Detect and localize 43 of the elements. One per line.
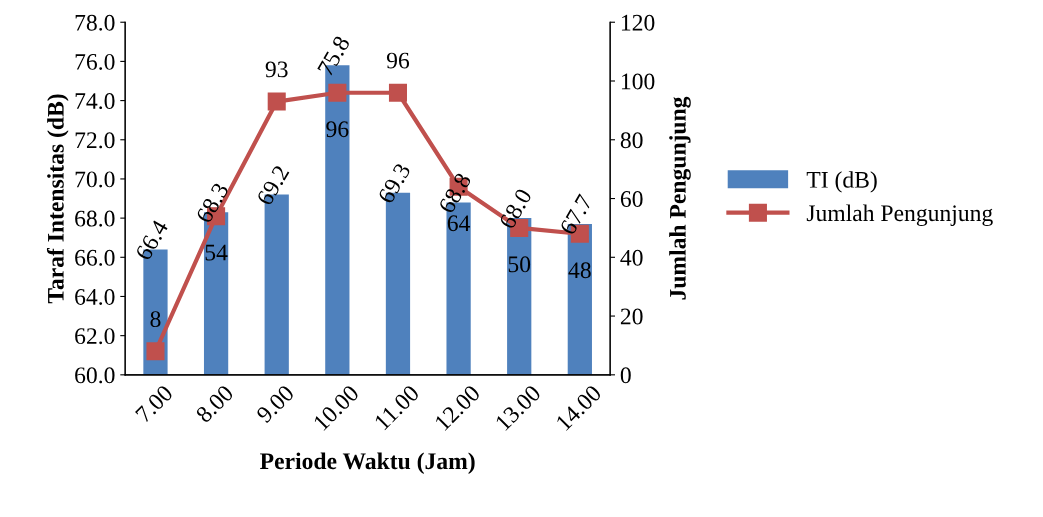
y-tick-label: 78.0 bbox=[75, 14, 115, 31]
y2-tick-label: 60 bbox=[620, 191, 643, 207]
y-tick-label: 62.0 bbox=[75, 328, 115, 345]
y-axis-title: Taraf Intensitas (dB) bbox=[46, 94, 69, 304]
y-tick-label: 76.0 bbox=[75, 53, 115, 70]
point bbox=[328, 83, 347, 102]
y-tick-label: 64.0 bbox=[75, 288, 115, 305]
data-label: 68.0 bbox=[498, 187, 533, 230]
data-label: 69.2 bbox=[256, 164, 290, 207]
point bbox=[388, 83, 407, 102]
y-tick-label: 72.0 bbox=[75, 132, 115, 149]
x-tick-label: 7.00 bbox=[134, 384, 174, 424]
data-label: 48 bbox=[568, 262, 591, 279]
y2-tick-label: 40 bbox=[620, 249, 643, 266]
x-tick-label: 9.00 bbox=[255, 384, 295, 424]
y-tick-label: 60.0 bbox=[75, 367, 115, 384]
y-tick-label: 66.0 bbox=[75, 249, 115, 266]
y2-tick-label: 20 bbox=[620, 308, 643, 325]
y2-tick-label: 100 bbox=[621, 73, 655, 90]
point bbox=[146, 342, 165, 361]
data-label: 69.3 bbox=[377, 162, 412, 205]
data-label: 96 bbox=[326, 121, 349, 138]
data-label: 66.4 bbox=[135, 218, 169, 262]
legend-label: Jumlah Pengunjung bbox=[806, 204, 993, 227]
data-label: 64 bbox=[447, 215, 471, 232]
y-tick-label: 74.0 bbox=[75, 93, 115, 110]
y-tick-label: 70.0 bbox=[75, 171, 115, 188]
data-label: 50 bbox=[508, 256, 531, 273]
y2-axis-title: Jumlah Pengunjung bbox=[669, 96, 691, 300]
y2-tick-label: 0 bbox=[620, 367, 631, 384]
x-axis-title: Periode Waktu (Jam) bbox=[260, 452, 475, 474]
y-tick-label: 68.0 bbox=[75, 210, 115, 227]
legend-label: TI (dB) bbox=[806, 171, 877, 193]
data-label: 68.3 bbox=[195, 181, 230, 224]
point bbox=[267, 92, 286, 111]
y2-tick-label: 120 bbox=[621, 14, 655, 31]
data-label: 93 bbox=[265, 61, 288, 78]
data-label: 54 bbox=[205, 244, 228, 261]
data-label: 8 bbox=[150, 311, 161, 328]
x-tick-label: 8.00 bbox=[195, 384, 235, 424]
data-label: 96 bbox=[386, 52, 410, 69]
y2-tick-label: 80 bbox=[620, 132, 643, 149]
data-label: 75.8 bbox=[317, 34, 351, 77]
